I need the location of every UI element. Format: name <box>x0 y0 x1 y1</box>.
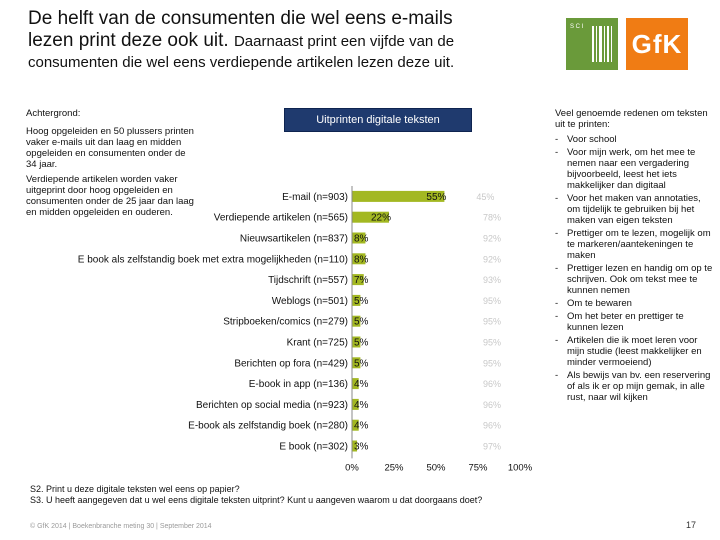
bar <box>352 419 359 431</box>
value-label: 5% <box>354 338 369 349</box>
value-label: 5% <box>354 317 369 328</box>
x-tick-label: 75% <box>468 462 488 473</box>
x-tick-label: 50% <box>426 462 446 473</box>
reason-item: Om te bewaren <box>555 298 713 309</box>
category-label: Verdiepende artikelen (n=565) <box>214 213 348 224</box>
sci-logo-text: S C I <box>570 24 584 30</box>
value-label: 3% <box>354 442 369 453</box>
ghost-label: 78% <box>483 213 501 223</box>
ghost-label: 97% <box>483 442 501 452</box>
survey-questions: S2. Print u deze digitale teksten wel ee… <box>30 484 550 506</box>
gfk-logo: GfK <box>626 18 688 70</box>
value-label: 55% <box>426 192 446 203</box>
reason-item: Prettiger om te lezen, mogelijk om te ma… <box>555 228 713 261</box>
background-paragraph-2: Verdiepende artikelen worden vaker uitge… <box>26 174 194 218</box>
value-label: 22% <box>371 213 391 224</box>
x-tick-label: 0% <box>345 462 359 473</box>
bar-chart: E-mail (n=903) 55% 45% Verdiepende artikele… <box>78 186 533 473</box>
category-label: E book als zelfstandig boek met extra mo… <box>78 254 348 265</box>
title-line-2: lezen print deze ook uit. Daarnaast prin… <box>28 30 498 53</box>
value-label: 4% <box>354 400 369 411</box>
bar <box>352 232 366 244</box>
category-label: Stripboeken/comics (n=279) <box>223 317 348 328</box>
title-line-1: De helft van de consumenten die wel eens… <box>28 8 453 29</box>
value-label: 8% <box>354 254 369 265</box>
reason-item: Als bewijs van bv. een reservering of al… <box>555 370 713 403</box>
reason-item: Om het beter en prettiger te kunnen leze… <box>555 311 713 333</box>
ghost-label: 92% <box>483 234 501 244</box>
bar <box>352 378 359 390</box>
ghost-label: 96% <box>483 400 501 410</box>
title-line-2-main: lezen print deze ook uit. <box>28 30 229 51</box>
reasons-intro: Veel genoemde redenen om teksten uit te … <box>555 108 708 130</box>
reasons-list: Voor school Voor mijn werk, om het mee t… <box>555 134 713 403</box>
reason-item: Voor school <box>555 134 713 145</box>
question-s2: S2. Print u deze digitale teksten wel ee… <box>30 484 240 494</box>
footer-text: © GfK 2014 | Boekenbranche meting 30 | S… <box>30 523 212 530</box>
category-label: E-book in app (n=136) <box>249 379 348 390</box>
ghost-label: 95% <box>483 338 501 348</box>
reasons-panel: Veel genoemde redenen om teksten uit te … <box>555 108 713 405</box>
page-title: De helft van de consumenten die wel eens… <box>28 8 498 53</box>
bar <box>352 336 361 348</box>
background-note: Achtergrond: Hoog opgeleiden en 50 pluss… <box>26 108 196 234</box>
page-subtitle: consumenten die wel eens verdiepende art… <box>28 54 455 71</box>
bar <box>352 398 359 410</box>
ghost-label: 96% <box>483 379 501 389</box>
value-label: 5% <box>354 296 369 307</box>
chart-title: Uitprinten digitale teksten <box>284 108 472 132</box>
question-s3: S3. U heeft aangegeven dat u wel eens di… <box>30 495 483 505</box>
bar <box>352 253 366 265</box>
ghost-label: 93% <box>483 275 501 285</box>
category-label: Krant (n=725) <box>287 338 348 349</box>
bar <box>352 294 361 306</box>
title-line-2-small: Daarnaast print een vijfde van de <box>233 33 455 50</box>
ghost-label: 92% <box>483 254 501 264</box>
value-label: 4% <box>354 379 369 390</box>
value-label: 5% <box>354 358 369 369</box>
sci-logo: S C I <box>566 18 618 70</box>
category-label: E-book als zelfstandig boek (n=280) <box>188 421 348 432</box>
background-paragraph-1: Hoog opgeleiden en 50 plussers printen v… <box>26 126 194 170</box>
value-label: 7% <box>354 275 369 286</box>
reason-item: Voor mijn werk, om het mee te nemen naar… <box>555 147 713 191</box>
x-tick-label: 100% <box>508 462 533 473</box>
category-label: E-mail (n=903) <box>282 192 348 203</box>
category-label: E book (n=302) <box>279 442 348 453</box>
value-label: 8% <box>354 234 369 245</box>
ghost-label: 95% <box>483 358 501 368</box>
value-label: 4% <box>354 421 369 432</box>
bar <box>352 440 358 452</box>
reason-item: Voor het maken van annotaties, om tijdel… <box>555 193 713 226</box>
category-label: Nieuwsartikelen (n=837) <box>240 234 348 245</box>
ghost-label: 96% <box>483 421 501 431</box>
ghost-label: 95% <box>483 296 501 306</box>
category-label: Tijdschrift (n=557) <box>268 275 348 286</box>
reason-item: Prettiger lezen en handig om op te schri… <box>555 263 713 296</box>
bar <box>352 274 364 286</box>
category-label: Berichten op fora (n=429) <box>234 358 348 369</box>
category-label: Berichten op social media (n=923) <box>196 400 348 411</box>
page-number: 17 <box>686 520 697 530</box>
bar <box>352 211 389 223</box>
background-heading: Achtergrond: <box>26 108 81 119</box>
ghost-label: 95% <box>483 317 501 327</box>
bar <box>352 315 361 327</box>
bar <box>352 357 361 369</box>
reason-item: Artikelen die ik moet leren voor mijn st… <box>555 335 713 368</box>
bar <box>352 190 445 202</box>
ghost-label: 45% <box>476 192 494 202</box>
category-label: Weblogs (n=501) <box>272 296 348 307</box>
x-tick-label: 25% <box>384 462 404 473</box>
